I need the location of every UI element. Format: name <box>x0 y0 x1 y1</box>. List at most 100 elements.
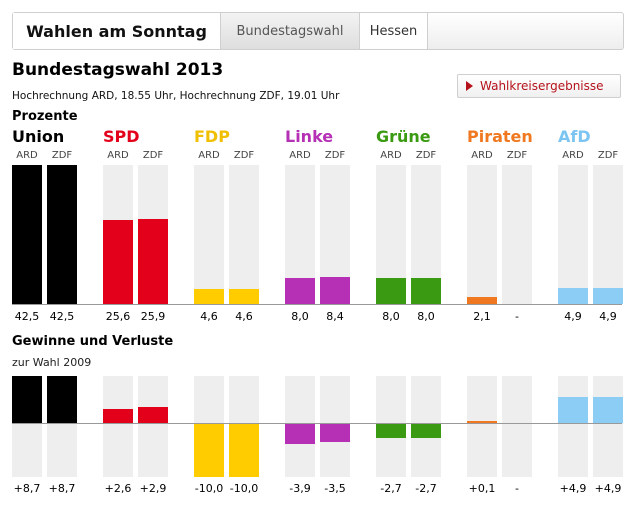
value-chg-afd-zdf: +4,9 <box>594 482 622 495</box>
bar-pct-gruene-zdf <box>411 277 441 304</box>
bar-background <box>502 376 532 477</box>
value-chg-gruene-zdf: -2,7 <box>415 482 437 495</box>
percent-baseline <box>12 304 622 305</box>
bar-chg-afd-zdf <box>593 396 623 423</box>
source-label: ARD <box>198 150 220 161</box>
party-name-spd: SPD <box>103 127 140 146</box>
source-label: ZDF <box>233 150 255 161</box>
value-pct-fdp-ard: 4,6 <box>200 310 218 323</box>
bar-background <box>502 165 532 304</box>
page-subtitle: Hochrechnung ARD, 18.55 Uhr, Hochrechnun… <box>12 90 340 102</box>
wahlkreisergebnisse-label: Wahlkreisergebnisse <box>480 79 604 93</box>
bar-background <box>558 165 588 304</box>
bar-pct-fdp-ard <box>194 288 224 304</box>
value-chg-union-zdf: +8,7 <box>48 482 76 495</box>
party-name-fdp: FDP <box>194 127 230 146</box>
value-chg-fdp-zdf: -10,0 <box>229 482 259 495</box>
bar-pct-afd-ard <box>558 287 588 304</box>
value-pct-linke-zdf: 8,4 <box>326 310 344 323</box>
value-chg-piraten-ard: +0,1 <box>468 482 496 495</box>
tab-bar: Wahlen am Sonntag Bundestagswahl Hessen <box>12 12 624 50</box>
value-pct-gruene-ard: 8,0 <box>382 310 400 323</box>
source-label: ZDF <box>324 150 346 161</box>
tab-wahlen-am-sonntag[interactable]: Wahlen am Sonntag <box>13 13 221 49</box>
bar-chg-spd-zdf <box>138 407 168 423</box>
bar-background <box>593 376 623 477</box>
wahlkreisergebnisse-button[interactable]: Wahlkreisergebnisse <box>457 74 621 98</box>
value-chg-linke-zdf: -3,5 <box>324 482 346 495</box>
bar-background <box>558 376 588 477</box>
source-label: ARD <box>16 150 38 161</box>
value-chg-linke-ard: -3,9 <box>289 482 311 495</box>
bar-pct-gruene-ard <box>376 277 406 304</box>
section-prozente-label: Prozente <box>12 109 78 124</box>
bar-background <box>194 165 224 304</box>
source-label: ZDF <box>142 150 164 161</box>
bar-chg-spd-ard <box>103 408 133 423</box>
party-name-gruene: Grüne <box>376 127 431 146</box>
section-gewinne-sublabel: zur Wahl 2009 <box>12 356 92 369</box>
value-chg-gruene-ard: -2,7 <box>380 482 402 495</box>
bar-background <box>138 376 168 477</box>
bar-pct-piraten-ard <box>467 297 497 304</box>
value-pct-spd-zdf: 25,9 <box>140 310 166 323</box>
bar-pct-linke-ard <box>285 277 315 304</box>
value-pct-piraten-zdf: - <box>515 310 519 323</box>
bar-background <box>467 376 497 477</box>
bar-chg-gruene-zdf <box>411 423 441 438</box>
source-label: ZDF <box>506 150 528 161</box>
value-pct-gruene-zdf: 8,0 <box>417 310 435 323</box>
source-label: ARD <box>380 150 402 161</box>
bar-chg-piraten-ard <box>467 421 497 423</box>
bar-background <box>229 165 259 304</box>
value-pct-spd-ard: 25,6 <box>105 310 131 323</box>
bar-background <box>103 376 133 477</box>
value-chg-spd-zdf: +2,9 <box>139 482 167 495</box>
source-label: ARD <box>471 150 493 161</box>
value-chg-piraten-zdf: - <box>515 482 519 495</box>
source-label: ARD <box>562 150 584 161</box>
value-pct-union-zdf: 42,5 <box>49 310 75 323</box>
value-chg-fdp-ard: -10,0 <box>194 482 224 495</box>
bar-chg-fdp-ard <box>194 423 224 477</box>
tab-bundestagswahl[interactable]: Bundestagswahl <box>221 13 360 49</box>
bar-chg-linke-ard <box>285 423 315 445</box>
bar-background <box>593 165 623 304</box>
source-label: ZDF <box>51 150 73 161</box>
value-pct-fdp-zdf: 4,6 <box>235 310 253 323</box>
tab-hessen[interactable]: Hessen <box>360 13 428 49</box>
bar-pct-union-ard <box>12 165 42 304</box>
bar-pct-fdp-zdf <box>229 288 259 304</box>
value-chg-union-ard: +8,7 <box>13 482 41 495</box>
value-pct-afd-ard: 4,9 <box>564 310 582 323</box>
source-label: ARD <box>107 150 129 161</box>
value-pct-union-ard: 42,5 <box>14 310 40 323</box>
value-pct-afd-zdf: 4,9 <box>599 310 617 323</box>
source-label: ZDF <box>415 150 437 161</box>
value-chg-spd-ard: +2,6 <box>104 482 132 495</box>
source-label: ARD <box>289 150 311 161</box>
party-name-linke: Linke <box>285 127 334 146</box>
source-label: ZDF <box>597 150 619 161</box>
bar-pct-spd-zdf <box>138 219 168 304</box>
bar-pct-afd-zdf <box>593 287 623 304</box>
bar-chg-gruene-ard <box>376 423 406 438</box>
value-chg-afd-ard: +4,9 <box>559 482 587 495</box>
bar-background <box>467 165 497 304</box>
bar-pct-linke-zdf <box>320 276 350 304</box>
bar-pct-union-zdf <box>47 165 77 304</box>
value-pct-piraten-ard: 2,1 <box>473 310 491 323</box>
value-pct-linke-ard: 8,0 <box>291 310 309 323</box>
bar-pct-spd-ard <box>103 220 133 304</box>
party-name-union: Union <box>12 127 65 146</box>
bar-chg-union-zdf <box>47 376 77 423</box>
change-zero-line <box>12 423 622 424</box>
section-gewinne-label: Gewinne und Verluste <box>12 334 174 349</box>
bar-chg-union-ard <box>12 376 42 423</box>
page-title: Bundestagswahl 2013 <box>12 60 224 80</box>
party-name-afd: AfD <box>558 127 591 146</box>
bar-chg-fdp-zdf <box>229 423 259 477</box>
play-icon <box>466 81 473 91</box>
party-name-piraten: Piraten <box>467 127 533 146</box>
bar-chg-linke-zdf <box>320 423 350 442</box>
